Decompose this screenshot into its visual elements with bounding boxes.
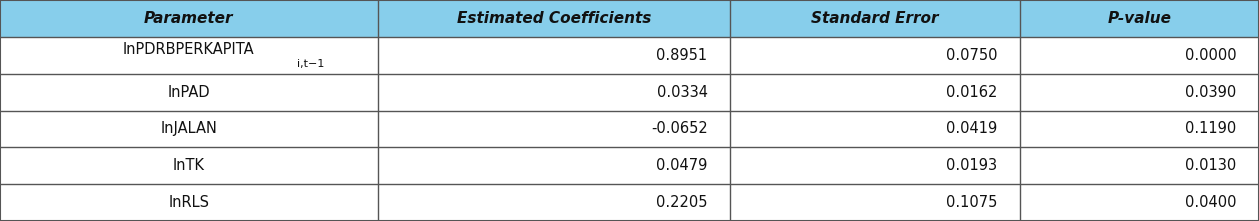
Text: lnPAD: lnPAD: [167, 85, 210, 100]
Text: -0.0652: -0.0652: [651, 121, 708, 136]
Text: i,t−1: i,t−1: [297, 59, 325, 69]
Text: 0.2205: 0.2205: [656, 195, 708, 210]
Text: 0.0390: 0.0390: [1185, 85, 1236, 100]
Text: lnJALAN: lnJALAN: [160, 121, 218, 136]
Text: lnTK: lnTK: [172, 158, 205, 173]
Text: Standard Error: Standard Error: [811, 11, 939, 26]
Text: 0.1075: 0.1075: [946, 195, 997, 210]
Text: 0.8951: 0.8951: [656, 48, 708, 63]
Text: 0.0479: 0.0479: [656, 158, 708, 173]
Bar: [0, 74, 1259, 110]
Text: 0.0419: 0.0419: [946, 121, 997, 136]
Bar: [0, 184, 1259, 221]
Text: 0.0750: 0.0750: [946, 48, 997, 63]
Text: 0.0193: 0.0193: [946, 158, 997, 173]
Text: 0.0334: 0.0334: [656, 85, 708, 100]
Text: 0.0000: 0.0000: [1185, 48, 1236, 63]
Text: lnRLS: lnRLS: [169, 195, 209, 210]
Bar: [0, 110, 1259, 147]
Text: P-value: P-value: [1108, 11, 1171, 26]
Text: Parameter: Parameter: [144, 11, 234, 26]
Text: Estimated Coefficients: Estimated Coefficients: [457, 11, 651, 26]
Text: 0.1190: 0.1190: [1185, 121, 1236, 136]
Bar: [0, 0, 1259, 37]
Bar: [0, 147, 1259, 184]
Text: 0.0400: 0.0400: [1185, 195, 1236, 210]
Bar: [0, 37, 1259, 74]
Text: 0.0162: 0.0162: [946, 85, 997, 100]
Text: 0.0130: 0.0130: [1185, 158, 1236, 173]
Text: lnPDRBPERKAPITA: lnPDRBPERKAPITA: [123, 42, 254, 57]
